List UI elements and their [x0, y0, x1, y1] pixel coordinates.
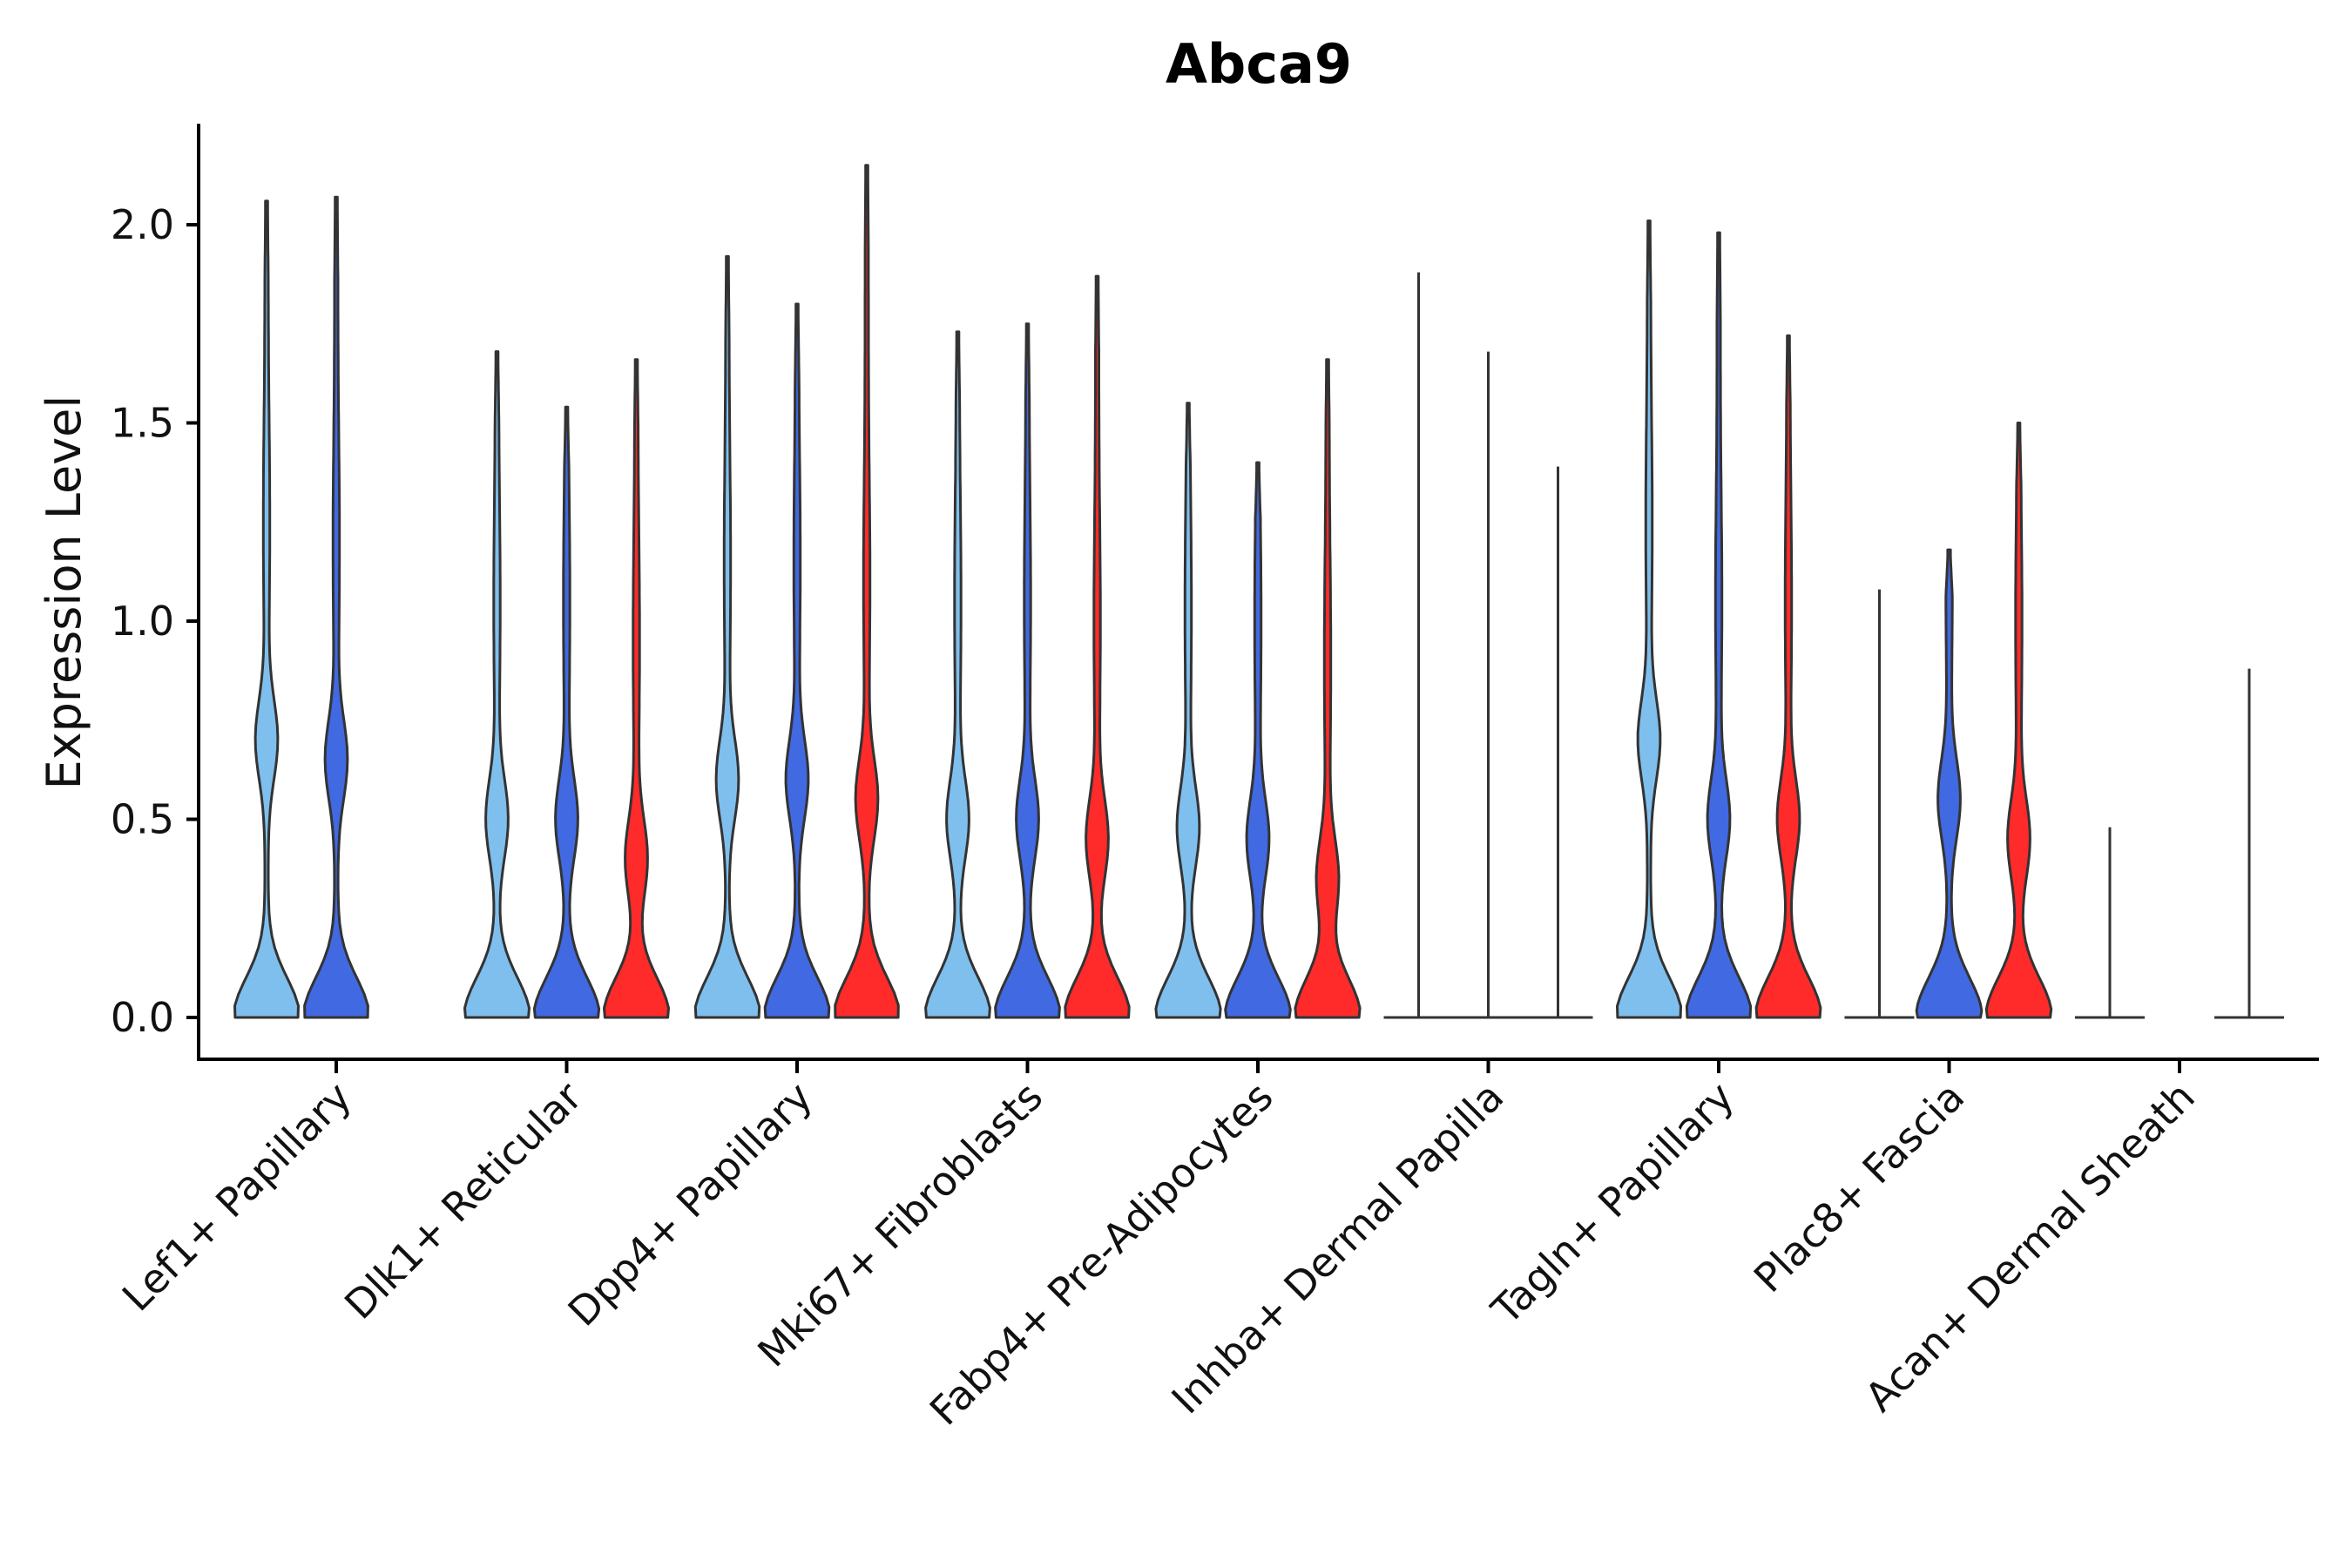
violin-group2: [1915, 548, 1984, 1019]
violin-group2: [1453, 351, 1524, 1019]
y-tick-label: 1.5: [111, 400, 174, 447]
y-tick-label: 2.0: [111, 201, 174, 248]
violin-group3: [834, 164, 900, 1019]
violin-group1: [1844, 589, 1915, 1019]
violin-group3: [603, 358, 670, 1019]
violin-group1: [1383, 272, 1454, 1019]
violin-group3: [1984, 422, 2053, 1019]
violin-group1: [463, 350, 531, 1019]
violin-group3: [1294, 358, 1362, 1019]
violin-group3: [1754, 334, 1822, 1019]
violin-group1: [233, 199, 300, 1019]
y-tick-label: 0.0: [111, 994, 174, 1041]
violin-group2: [994, 322, 1061, 1019]
violin-group2: [1224, 461, 1292, 1019]
violin-group3: [1523, 466, 1593, 1019]
violin-group2: [303, 195, 369, 1019]
violin-group1: [1616, 220, 1682, 1019]
y-tick-label: 0.5: [111, 796, 174, 843]
violin-group2: [1685, 231, 1753, 1019]
violin-group1: [1154, 402, 1222, 1019]
violin-group1: [693, 254, 761, 1019]
violin-group2: [763, 302, 831, 1019]
y-tick-label: 1.0: [111, 598, 174, 645]
violin-group2: [532, 405, 601, 1019]
violin-group3: [1064, 274, 1131, 1019]
chart-title: Abca9: [1166, 32, 1352, 96]
violin-group: [233, 164, 2284, 1019]
violin-group3: [2214, 668, 2284, 1019]
violin-group1: [2075, 827, 2145, 1019]
y-axis-label: Expression Level: [37, 395, 91, 790]
violin-group1: [924, 330, 991, 1019]
y-axis-ticks: 0.0 0.5 1.0 1.5 2.0: [111, 201, 199, 1041]
